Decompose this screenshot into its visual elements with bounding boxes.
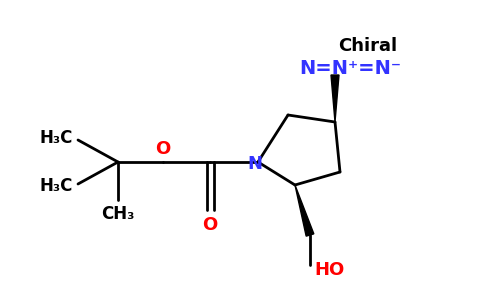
Text: H₃C: H₃C <box>39 177 73 195</box>
Polygon shape <box>331 75 339 122</box>
Text: CH₃: CH₃ <box>101 205 135 223</box>
Text: Chiral: Chiral <box>338 37 397 55</box>
Text: O: O <box>202 216 218 234</box>
Polygon shape <box>295 185 314 236</box>
Text: HO: HO <box>315 261 345 279</box>
Text: N=N⁺=N⁻: N=N⁺=N⁻ <box>299 58 401 77</box>
Text: N: N <box>247 155 262 173</box>
Text: H₃C: H₃C <box>39 129 73 147</box>
Text: O: O <box>155 140 171 158</box>
